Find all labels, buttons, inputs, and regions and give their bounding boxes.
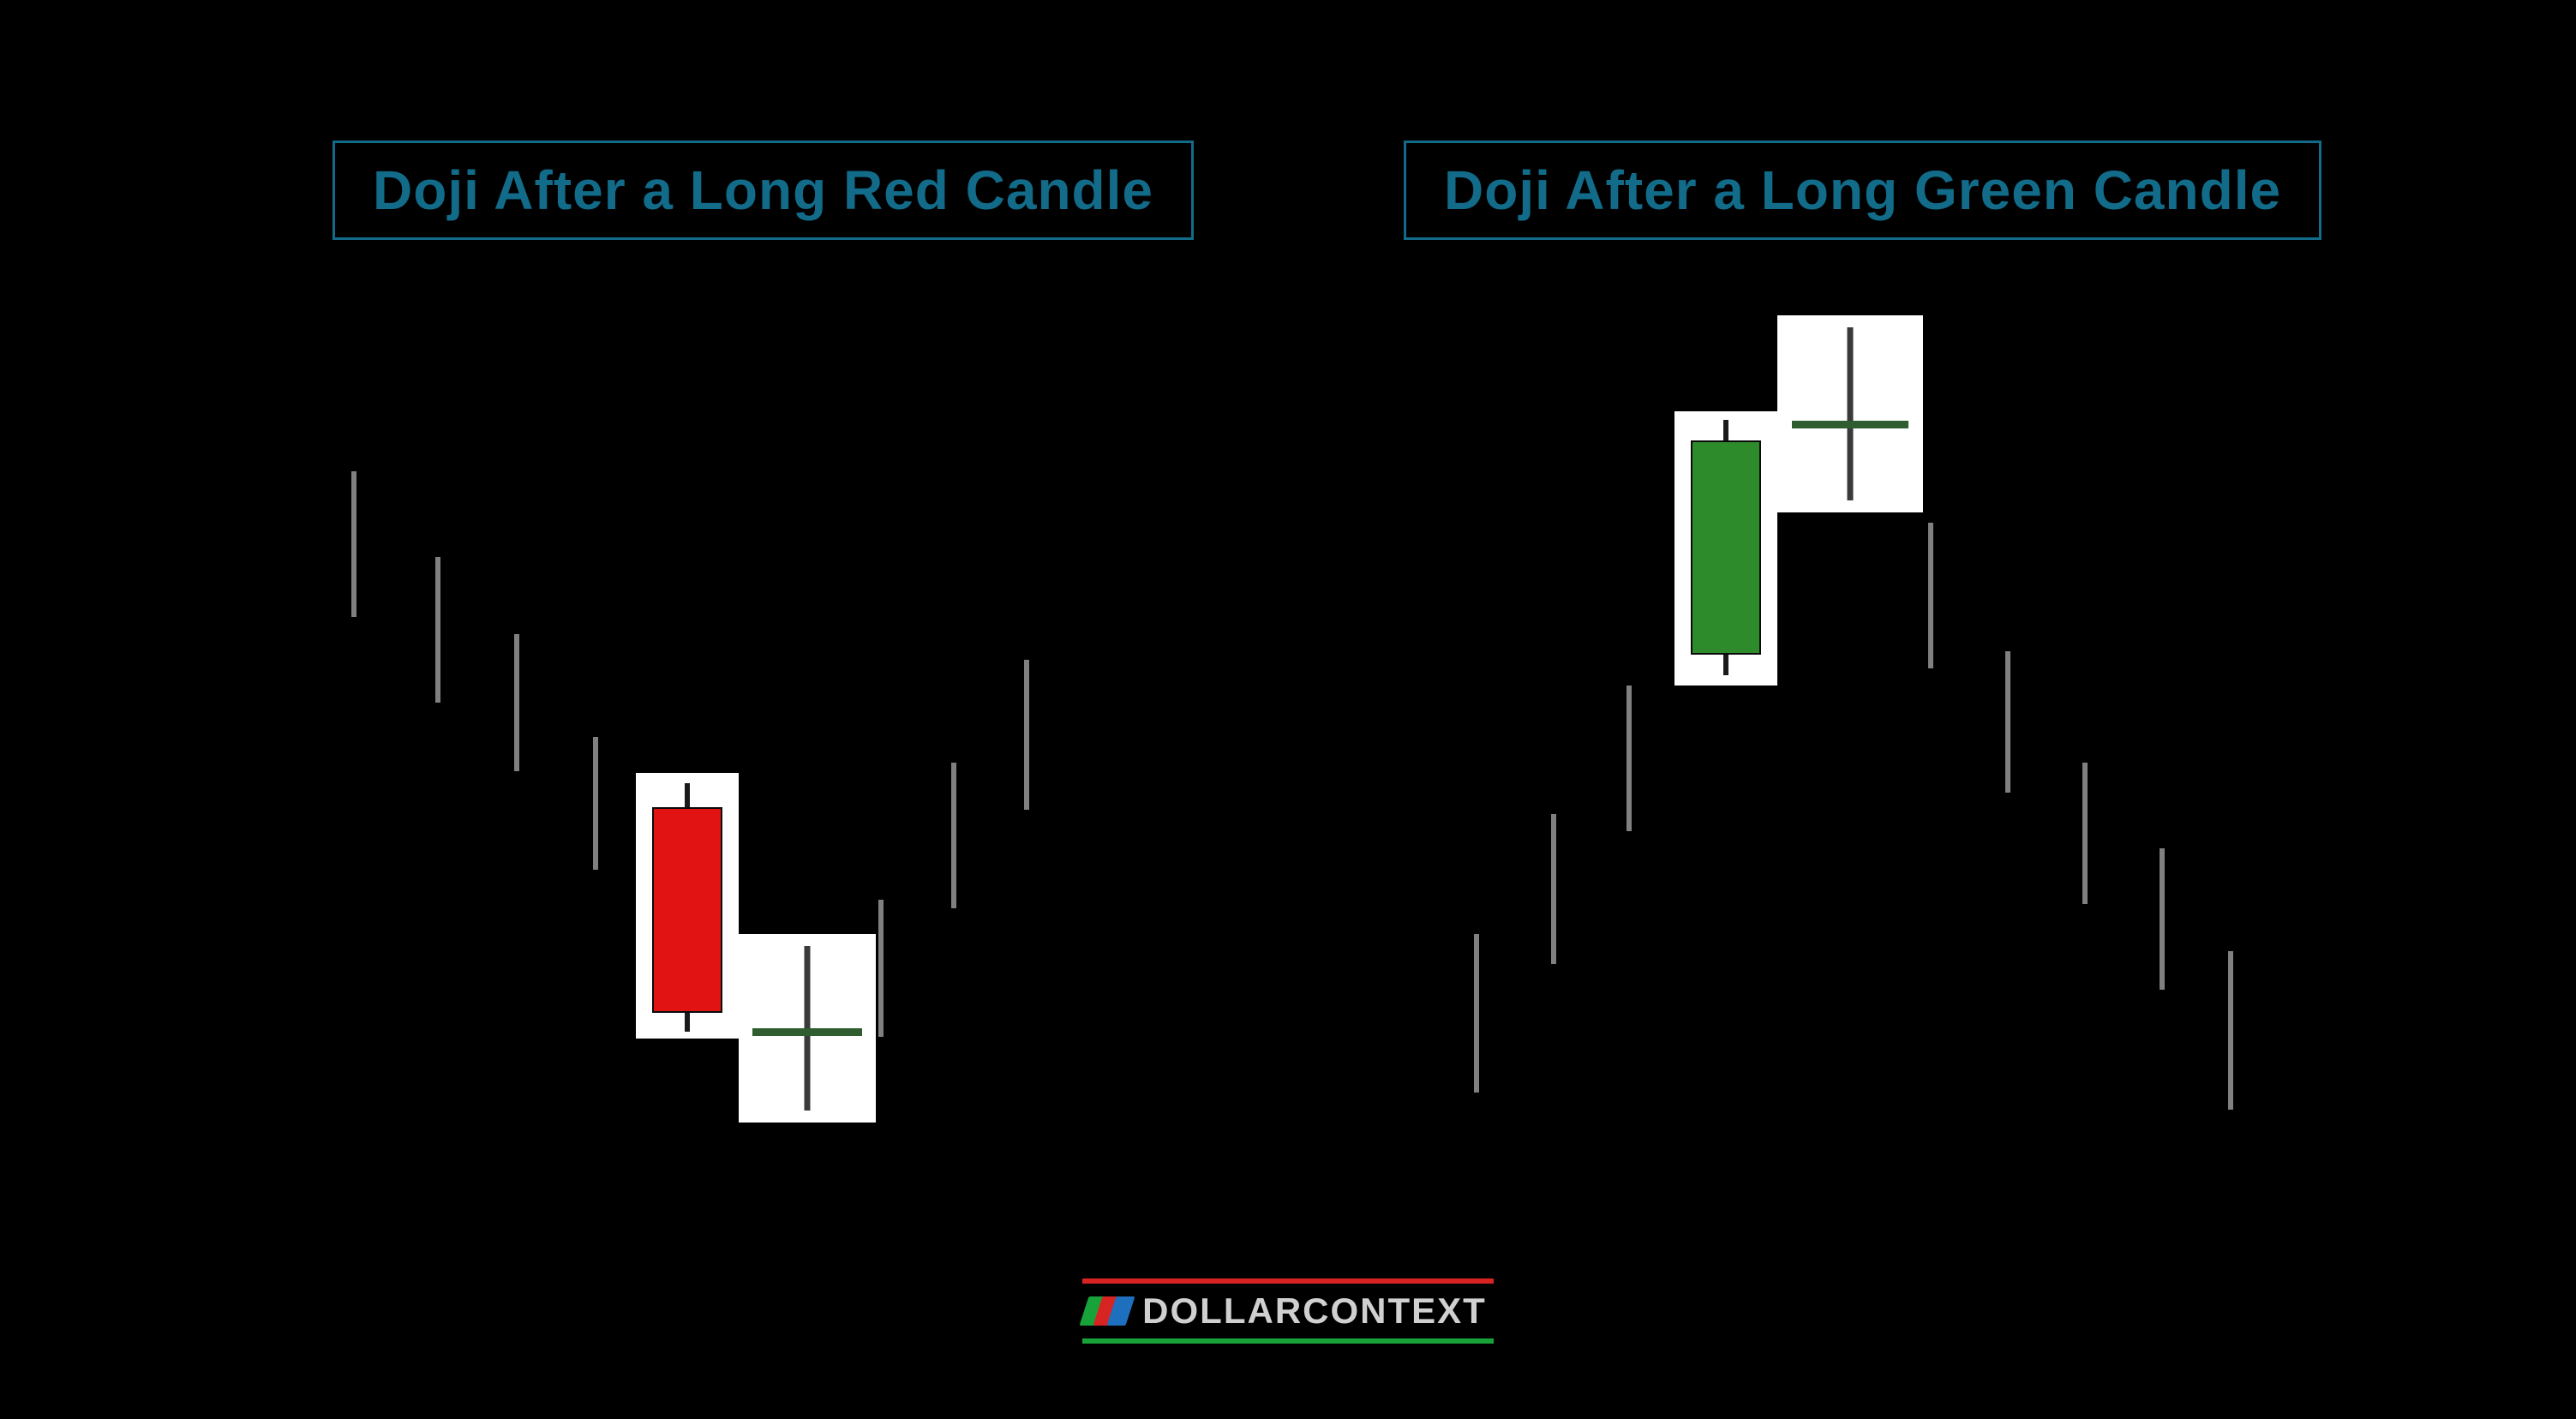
candle-body [1691, 440, 1761, 655]
title-right-text: Doji After a Long Green Candle [1444, 159, 2281, 221]
wick-line [951, 763, 956, 908]
brand-text: DOLLARCONTEXT [1142, 1290, 1487, 1332]
brand-word-2: CONTEXT [1303, 1290, 1487, 1331]
doji-vertical [1848, 327, 1854, 500]
chart-panel-right [1405, 283, 2262, 1157]
candle-wick [1723, 655, 1728, 675]
chart-panel-left [257, 300, 1028, 1157]
doji-horizontal [752, 1028, 862, 1036]
wick-line [878, 900, 884, 1037]
brand-row: DOLLARCONTEXT [1082, 1284, 1494, 1338]
highlight-doji [1777, 315, 1923, 512]
wick-line [1474, 934, 1479, 1093]
wick-line [2082, 763, 2088, 904]
candle-wick [685, 1013, 690, 1032]
title-left: Doji After a Long Red Candle [332, 141, 1194, 240]
brand-logo-icon [1089, 1296, 1130, 1326]
wick-line [593, 737, 598, 870]
wick-line [1928, 523, 1933, 668]
wick-line [514, 634, 519, 771]
wick-line [435, 557, 440, 703]
wick-line [2228, 951, 2233, 1110]
wick-line [1551, 814, 1556, 964]
highlight-doji [739, 934, 876, 1123]
candle-body [652, 807, 722, 1013]
brand-line-bottom [1082, 1338, 1494, 1344]
highlight-candle [1674, 411, 1777, 686]
wick-line [2160, 848, 2165, 990]
wick-line [351, 471, 356, 617]
title-left-text: Doji After a Long Red Candle [373, 159, 1153, 221]
infographic-canvas: Doji After a Long Red Candle Doji After … [0, 0, 2576, 1419]
wick-line [1024, 660, 1029, 810]
brand-word-1: DOLLAR [1142, 1290, 1303, 1331]
wick-line [1626, 686, 1632, 831]
brand-block: DOLLARCONTEXT [1082, 1278, 1494, 1344]
candle-wick [685, 783, 690, 807]
highlight-candle [636, 773, 739, 1039]
doji-horizontal [1792, 421, 1908, 428]
candle-wick [1723, 420, 1728, 440]
wick-line [2005, 651, 2010, 793]
title-right: Doji After a Long Green Candle [1404, 141, 2321, 240]
